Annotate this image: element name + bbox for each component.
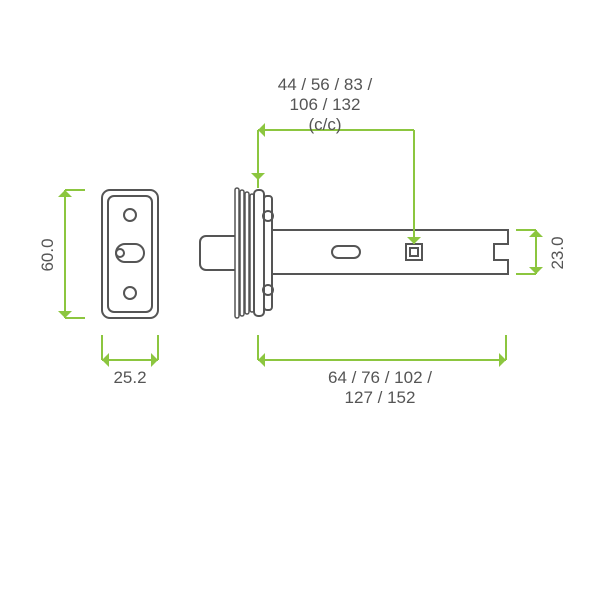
label-case-2: 127 / 152 bbox=[280, 388, 480, 408]
label-case-height: 23.0 bbox=[548, 233, 568, 273]
label-case-1: 64 / 76 / 102 / bbox=[280, 368, 480, 388]
label-strike-width: 25.2 bbox=[108, 368, 152, 388]
label-backset-2: 106 / 132 bbox=[235, 95, 415, 115]
label-backset-1: 44 / 56 / 83 / bbox=[235, 75, 415, 95]
label-backset-3: (c/c) bbox=[235, 115, 415, 135]
label-height-left: 60.0 bbox=[38, 235, 58, 275]
